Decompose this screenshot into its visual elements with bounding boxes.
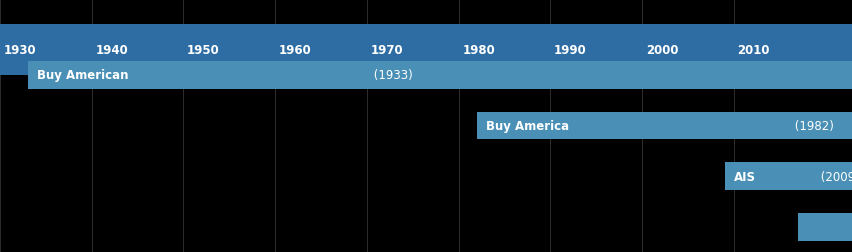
- Text: 1940: 1940: [95, 44, 128, 57]
- Text: 2010: 2010: [737, 44, 769, 57]
- Text: 1930: 1930: [3, 44, 37, 57]
- Text: Buy American: Buy American: [37, 69, 128, 82]
- Text: 1980: 1980: [462, 44, 494, 57]
- Bar: [27, 62, 852, 89]
- Bar: [797, 213, 852, 241]
- Text: 1970: 1970: [370, 44, 403, 57]
- Text: 1990: 1990: [553, 44, 586, 57]
- Text: 2000: 2000: [645, 44, 677, 57]
- Text: Buy America: Buy America: [486, 119, 568, 133]
- Text: (2009): (2009): [816, 170, 852, 183]
- Text: 1950: 1950: [187, 44, 220, 57]
- Bar: [0, 25, 852, 76]
- Text: (1933): (1933): [369, 69, 412, 82]
- Text: AIS: AIS: [733, 170, 755, 183]
- Bar: [723, 163, 852, 190]
- Text: 1960: 1960: [279, 44, 311, 57]
- Bar: [476, 112, 852, 140]
- Text: (1982): (1982): [791, 119, 833, 133]
